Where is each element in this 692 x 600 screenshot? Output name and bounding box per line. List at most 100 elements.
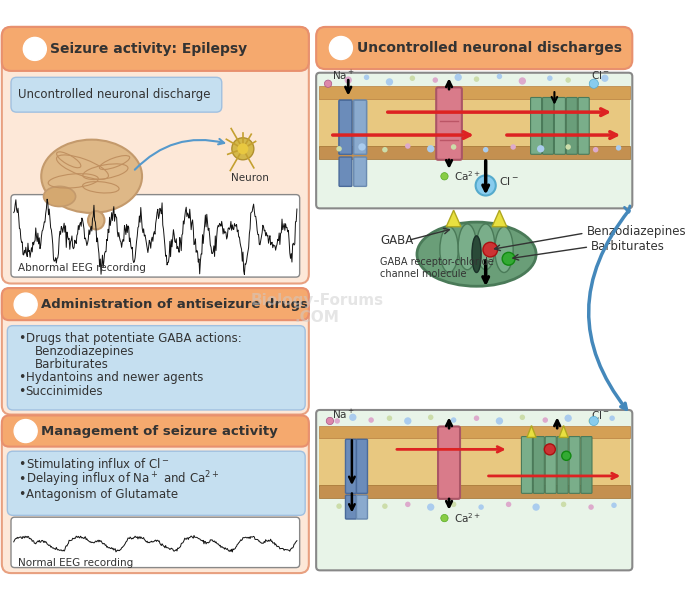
Text: Benzodiazepines: Benzodiazepines <box>35 345 134 358</box>
Text: Ca$^{2+}$: Ca$^{2+}$ <box>454 169 481 183</box>
Circle shape <box>495 417 503 425</box>
Bar <box>319 146 630 159</box>
Circle shape <box>616 145 621 151</box>
Text: Na$^+$: Na$^+$ <box>331 408 355 421</box>
FancyBboxPatch shape <box>339 157 352 187</box>
Circle shape <box>387 415 392 421</box>
Ellipse shape <box>495 227 513 272</box>
Text: Biology-Forums
.COM: Biology-Forums .COM <box>251 293 383 325</box>
Circle shape <box>345 76 352 84</box>
FancyBboxPatch shape <box>569 437 580 493</box>
FancyBboxPatch shape <box>2 417 309 573</box>
Bar <box>319 86 630 100</box>
Circle shape <box>543 417 548 423</box>
FancyBboxPatch shape <box>2 27 309 284</box>
Circle shape <box>475 175 495 196</box>
Circle shape <box>520 415 525 420</box>
FancyBboxPatch shape <box>543 97 554 154</box>
FancyBboxPatch shape <box>2 27 309 71</box>
Text: 4: 4 <box>20 422 31 440</box>
Ellipse shape <box>440 227 458 272</box>
Circle shape <box>432 77 438 83</box>
Circle shape <box>410 76 415 81</box>
FancyBboxPatch shape <box>345 495 356 519</box>
FancyBboxPatch shape <box>2 288 309 320</box>
Circle shape <box>474 76 480 82</box>
Circle shape <box>405 502 410 507</box>
Circle shape <box>547 76 553 81</box>
Circle shape <box>483 147 489 152</box>
Circle shape <box>441 514 448 522</box>
Text: 3: 3 <box>20 296 31 314</box>
Circle shape <box>404 417 412 425</box>
Circle shape <box>334 418 340 424</box>
FancyBboxPatch shape <box>554 97 565 154</box>
Circle shape <box>519 77 526 85</box>
FancyBboxPatch shape <box>2 415 309 446</box>
Circle shape <box>237 143 248 154</box>
Text: •: • <box>18 458 26 472</box>
Circle shape <box>511 144 516 150</box>
Circle shape <box>386 78 393 86</box>
Text: Administration of antiseizure drugs: Administration of antiseizure drugs <box>42 298 308 311</box>
Text: •: • <box>18 332 26 345</box>
Ellipse shape <box>477 224 495 270</box>
Text: Uncontrolled neuronal discharge: Uncontrolled neuronal discharge <box>18 88 211 101</box>
Circle shape <box>588 418 594 424</box>
Text: Ca$^{2+}$: Ca$^{2+}$ <box>454 511 481 525</box>
Circle shape <box>441 173 448 180</box>
Circle shape <box>455 74 462 81</box>
Text: GABA receptor-chloride
channel molecule: GABA receptor-chloride channel molecule <box>381 257 494 279</box>
Circle shape <box>427 503 435 511</box>
Text: Neuron: Neuron <box>231 173 269 182</box>
Circle shape <box>611 503 617 508</box>
FancyBboxPatch shape <box>531 97 542 154</box>
FancyBboxPatch shape <box>316 73 632 208</box>
Circle shape <box>561 502 566 507</box>
Circle shape <box>325 80 331 88</box>
Text: Cl$^-$: Cl$^-$ <box>500 175 520 187</box>
Circle shape <box>336 146 342 152</box>
Circle shape <box>405 143 410 149</box>
Circle shape <box>601 74 608 82</box>
FancyBboxPatch shape <box>345 439 356 493</box>
FancyBboxPatch shape <box>534 437 545 493</box>
Text: •: • <box>18 488 26 501</box>
Circle shape <box>565 77 571 83</box>
FancyBboxPatch shape <box>339 100 352 154</box>
Text: 1: 1 <box>29 40 41 58</box>
Text: Hydantoins and newer agents: Hydantoins and newer agents <box>26 371 203 385</box>
Ellipse shape <box>44 187 75 206</box>
Ellipse shape <box>458 224 477 270</box>
FancyBboxPatch shape <box>11 77 221 112</box>
Circle shape <box>497 74 502 79</box>
Text: Barbiturates: Barbiturates <box>35 358 109 371</box>
Text: •: • <box>18 473 26 486</box>
Bar <box>319 439 630 487</box>
FancyBboxPatch shape <box>11 194 300 277</box>
Circle shape <box>358 143 365 151</box>
Bar <box>319 485 630 498</box>
Circle shape <box>326 417 334 425</box>
Text: Uncontrolled neuronal discharges: Uncontrolled neuronal discharges <box>357 41 622 55</box>
Circle shape <box>336 503 342 509</box>
FancyBboxPatch shape <box>522 437 532 493</box>
Circle shape <box>451 502 456 507</box>
Circle shape <box>358 500 365 507</box>
FancyBboxPatch shape <box>354 100 367 154</box>
Circle shape <box>382 503 388 509</box>
FancyBboxPatch shape <box>354 157 367 187</box>
FancyBboxPatch shape <box>8 451 305 515</box>
FancyBboxPatch shape <box>581 437 592 493</box>
Circle shape <box>451 417 456 423</box>
FancyBboxPatch shape <box>339 100 352 154</box>
Text: Delaying influx of Na$^+$ and Ca$^{2+}$: Delaying influx of Na$^+$ and Ca$^{2+}$ <box>26 470 219 490</box>
Circle shape <box>545 444 556 455</box>
FancyBboxPatch shape <box>566 97 577 154</box>
Circle shape <box>590 416 599 425</box>
Circle shape <box>427 145 435 152</box>
FancyBboxPatch shape <box>354 100 367 154</box>
Circle shape <box>368 417 374 423</box>
Circle shape <box>451 144 456 150</box>
Text: Cl$^-$: Cl$^-$ <box>591 409 610 421</box>
